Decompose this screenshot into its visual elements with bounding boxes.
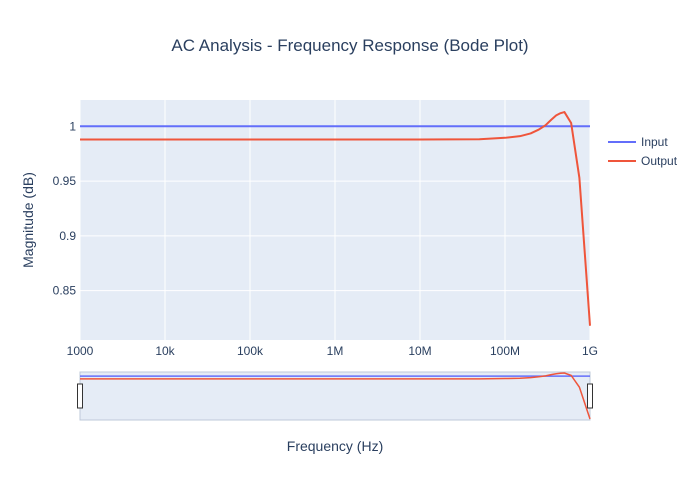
range-slider-right-handle[interactable]: [587, 383, 593, 409]
x-axis-ticks: 1000 10k 100k 1M 10M 100M 1G: [67, 344, 598, 358]
y-tick-label: 1: [69, 119, 76, 133]
legend-item-output[interactable]: Output: [608, 154, 678, 168]
legend-label: Output: [641, 154, 678, 168]
x-axis-title: Frequency (Hz): [287, 438, 383, 454]
series-lines: [80, 111, 591, 326]
legend: Input Output: [608, 135, 678, 168]
y-tick-label: 0.9: [59, 229, 76, 243]
range-slider-left-handle[interactable]: [77, 383, 83, 409]
range-slider-traces: [80, 372, 591, 420]
slider-line-output: [80, 372, 591, 420]
x-tick-label: 100M: [490, 344, 520, 358]
chart-title: AC Analysis - Frequency Response (Bode P…: [171, 36, 528, 55]
y-tick-label: 0.95: [53, 174, 77, 188]
legend-item-input[interactable]: Input: [608, 135, 668, 149]
x-tick-label: 100k: [237, 344, 264, 358]
x-tick-label: 1G: [582, 344, 598, 358]
y-axis-ticks: 0.85 0.9 0.95 1: [53, 119, 77, 297]
legend-label: Input: [641, 135, 668, 149]
y-axis-title: Magnitude (dB): [20, 172, 36, 268]
series-line-output: [80, 111, 591, 326]
y-tick-label: 0.85: [53, 284, 77, 298]
x-tick-label: 10M: [408, 344, 431, 358]
x-tick-label: 10k: [155, 344, 175, 358]
x-tick-label: 1M: [327, 344, 344, 358]
range-slider[interactable]: [79, 371, 591, 421]
x-tick-label: 1000: [67, 344, 94, 358]
